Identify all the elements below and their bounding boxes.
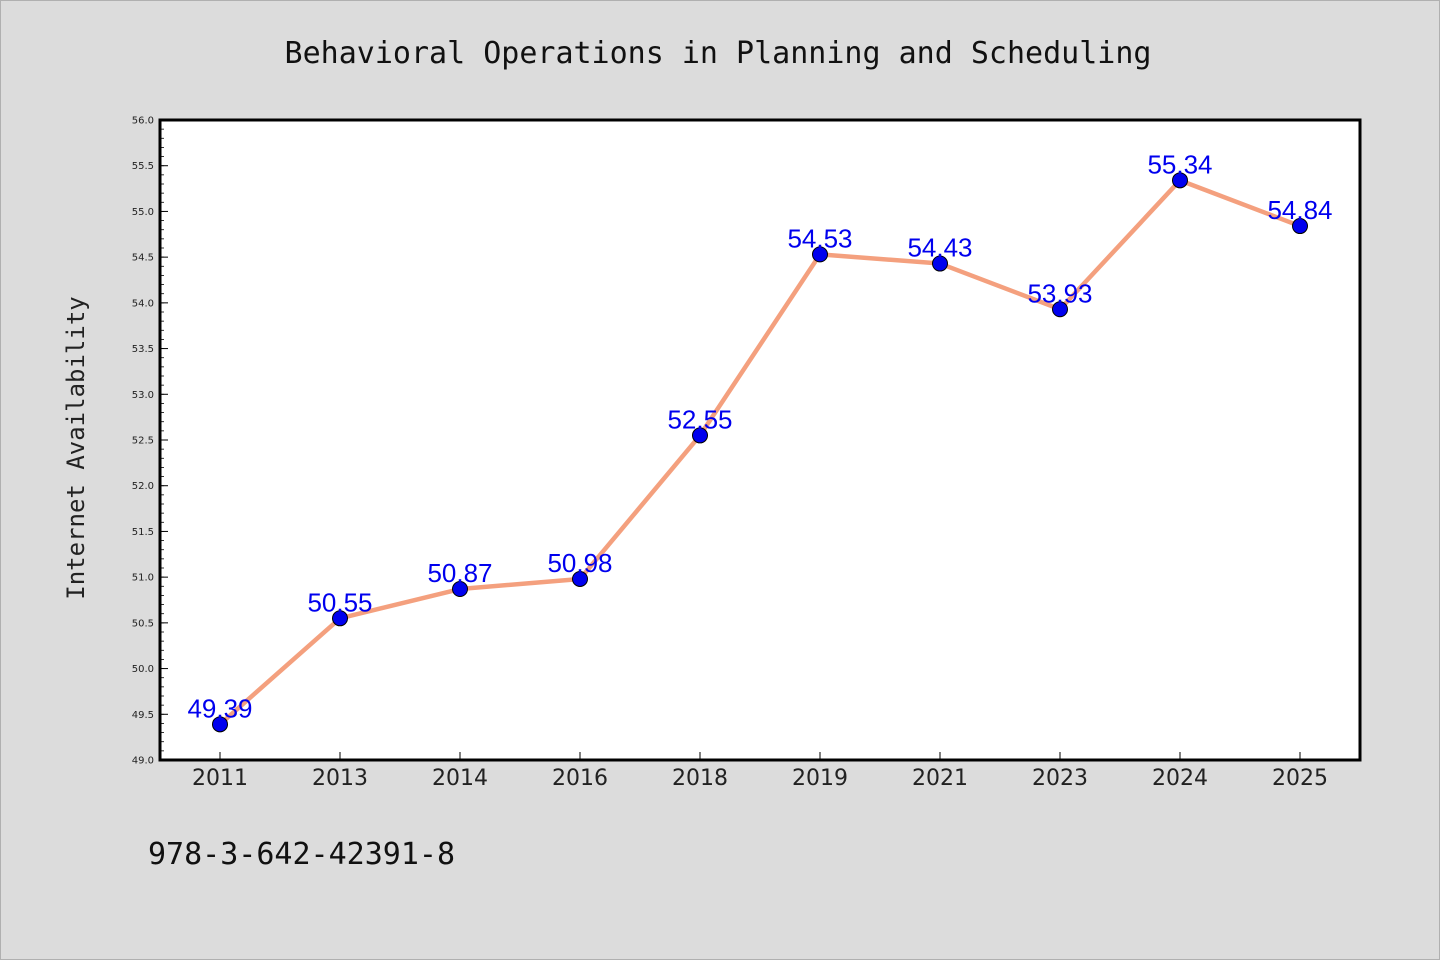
y-tick-label: 50.0	[132, 664, 154, 675]
x-tick-label: 2013	[312, 766, 368, 791]
data-label: 52.55	[667, 404, 732, 434]
data-label: 54.84	[1267, 195, 1332, 225]
y-tick-label: 50.5	[132, 618, 154, 629]
data-label: 49.39	[187, 693, 252, 723]
data-label: 50.98	[547, 548, 612, 578]
data-label: 54.43	[907, 233, 972, 263]
x-axis: 2011 2013 2014 2016 2018 2019 2021 2023 2024 2025	[192, 752, 1328, 791]
y-tick-label: 49.0	[132, 756, 154, 767]
x-tick-label: 2016	[552, 766, 608, 791]
y-tick-label: 54.5	[132, 253, 154, 264]
y-tick-label: 56.0	[132, 116, 154, 127]
x-tick-label: 2018	[672, 766, 728, 791]
y-axis-label: Internet Availability	[62, 296, 90, 599]
data-point	[1052, 301, 1068, 318]
series-layer: 49.39 50.55 50.87 50.98 52.55 54.53 54.43 53.93…	[187, 149, 1333, 733]
data-label: 53.93	[1027, 278, 1092, 308]
x-tick-label: 2021	[912, 766, 968, 791]
y-axis: 49.0 49.5 50.0 50.5 51.0 51.5 52.0 52.5 53.0 53.5…	[132, 116, 168, 767]
x-tick-label: 2019	[792, 766, 848, 791]
chart-title: Behavioral Operations in Planning and Sc…	[285, 36, 1152, 71]
data-point	[572, 570, 588, 587]
plot-area	[158, 118, 1362, 762]
data-point	[332, 610, 348, 627]
data-label: 55.34	[1147, 149, 1212, 179]
series-line	[217, 178, 1303, 727]
y-tick-label: 54.0	[132, 298, 154, 309]
data-point	[692, 427, 708, 444]
x-tick-label: 2024	[1152, 766, 1208, 791]
isbn-footer: 978-3-642-42391-8	[148, 837, 455, 872]
y-tick-label: 53.0	[132, 390, 154, 401]
y-tick-label: 55.5	[132, 161, 154, 172]
data-point	[1172, 172, 1188, 189]
y-tick-label: 55.0	[132, 207, 154, 218]
x-tick-label: 2023	[1032, 766, 1088, 791]
y-tick-label: 49.5	[132, 710, 154, 721]
y-tick-label: 51.5	[132, 527, 154, 538]
data-point	[1292, 218, 1308, 235]
data-point	[932, 255, 948, 272]
y-tick-label: 52.0	[132, 481, 154, 492]
data-point	[212, 716, 228, 733]
y-tick-label: 53.5	[132, 344, 154, 355]
y-tick-label: 52.5	[132, 436, 154, 447]
x-tick-label: 2014	[432, 766, 488, 791]
y-tick-label: 51.0	[132, 573, 154, 584]
data-point	[812, 246, 828, 263]
data-label: 50.87	[427, 558, 492, 588]
x-tick-label: 2025	[1272, 766, 1328, 791]
data-point	[452, 581, 468, 598]
data-label: 54.53	[787, 223, 852, 253]
x-tick-label: 2011	[192, 766, 248, 791]
data-label: 50.55	[307, 587, 372, 617]
